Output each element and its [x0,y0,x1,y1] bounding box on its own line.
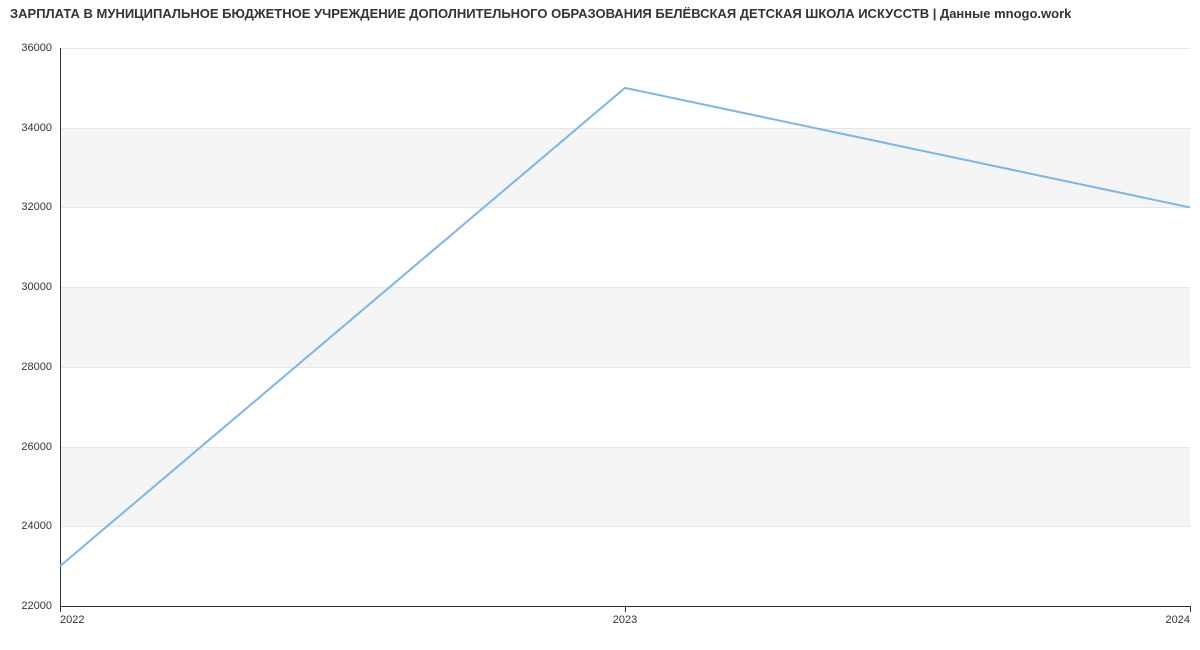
x-tick-label: 2024 [1166,614,1190,626]
y-tick-label: 34000 [0,122,52,134]
plot-area [60,48,1190,606]
y-tick-label: 36000 [0,42,52,54]
y-tick-label: 30000 [0,281,52,293]
y-tick-label: 32000 [0,201,52,213]
series-line [60,88,1190,566]
y-tick-label: 24000 [0,520,52,532]
x-tick-mark [60,606,61,612]
series-svg [60,48,1190,606]
x-tick-label: 2023 [613,614,637,626]
y-tick-label: 28000 [0,361,52,373]
y-tick-label: 22000 [0,600,52,612]
x-tick-mark [1190,606,1191,612]
x-tick-mark [625,606,626,612]
salary-line-chart: ЗАРПЛАТА В МУНИЦИПАЛЬНОЕ БЮДЖЕТНОЕ УЧРЕЖ… [0,0,1200,650]
y-tick-label: 26000 [0,441,52,453]
x-tick-label: 2022 [60,614,84,626]
chart-title: ЗАРПЛАТА В МУНИЦИПАЛЬНОЕ БЮДЖЕТНОЕ УЧРЕЖ… [10,6,1071,21]
